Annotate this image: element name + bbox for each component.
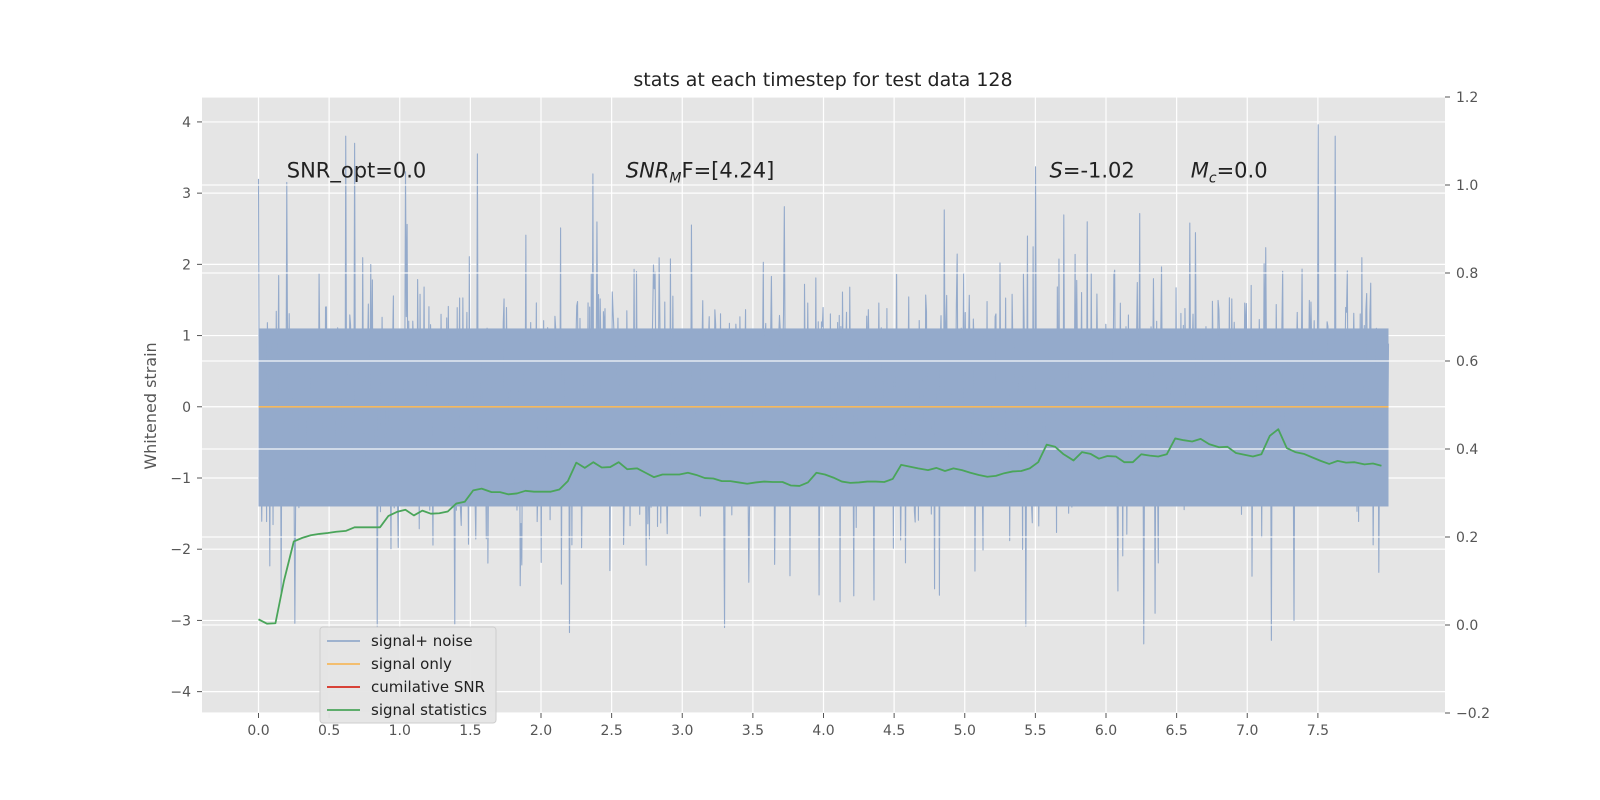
x-tick-label: 7.5 xyxy=(1307,723,1329,739)
x-tick-label: 5.0 xyxy=(954,723,976,739)
x-tick-label: 7.0 xyxy=(1236,723,1258,739)
x-tick-label: 4.5 xyxy=(883,723,905,739)
x-tick-label: 6.0 xyxy=(1095,723,1117,739)
y-tick-label: 0 xyxy=(182,400,191,416)
x-tick-label: 1.0 xyxy=(389,723,411,739)
y-tick-label: −3 xyxy=(170,613,191,629)
x-tick-label: 3.0 xyxy=(671,723,693,739)
y2-tick-label: 0.2 xyxy=(1456,530,1478,546)
y2-tick-label: 0.6 xyxy=(1456,354,1478,370)
legend: signal+ noise signal only cumilative SNR si… xyxy=(319,626,497,724)
y2-tick-label: 0.4 xyxy=(1456,442,1478,458)
y-tick-label: −2 xyxy=(170,542,191,558)
y-tick-label: 4 xyxy=(182,115,191,131)
legend-label-0: signal+ noise xyxy=(371,632,473,650)
y2-tick-label: −0.2 xyxy=(1456,706,1490,722)
y2-tick-label: 0.8 xyxy=(1456,266,1478,282)
series-line-signal-noise xyxy=(257,124,1390,645)
y2-tick-label: 0.0 xyxy=(1456,618,1478,634)
y-tick-label: 1 xyxy=(182,329,191,345)
x-tick-label: 4.0 xyxy=(812,723,834,739)
x-tick-label: 3.5 xyxy=(742,723,764,739)
legend-label-3: signal statistics xyxy=(371,701,487,719)
x-tick-label: 1.5 xyxy=(459,723,481,739)
annotation-mc: Mc=0.0 xyxy=(1191,158,1268,186)
annotation-s-stat: S=-1.02 xyxy=(1050,158,1135,182)
x-tick-label: 2.0 xyxy=(530,723,552,739)
y-axis-label: Whitened strain xyxy=(141,342,160,469)
y-tick-label: 3 xyxy=(182,186,191,202)
x-tick-label: 6.5 xyxy=(1165,723,1187,739)
y-tick-label: −4 xyxy=(170,685,191,701)
x-tick-label: 5.5 xyxy=(1024,723,1046,739)
legend-box xyxy=(319,626,497,724)
legend-label-1: signal only xyxy=(371,655,452,673)
annotation-snr-mf: SNRMF=[4.24] xyxy=(626,158,775,186)
legend-label-2: cumilative SNR xyxy=(371,678,485,696)
x-tick-label: 2.5 xyxy=(600,723,622,739)
y-tick-label: −1 xyxy=(170,471,191,487)
chart-title: stats at each timestep for test data 128 xyxy=(633,69,1012,91)
y2-tick-label: 1.2 xyxy=(1456,90,1478,106)
y2-tick-label: 1.0 xyxy=(1456,178,1478,194)
series-line-3 xyxy=(258,428,1382,625)
y-tick-label: 2 xyxy=(182,257,191,273)
x-tick-label: 0.0 xyxy=(247,723,269,739)
annotation-snr-opt: SNR_opt=0.0 xyxy=(287,158,427,183)
x-tick-label: 0.5 xyxy=(318,723,340,739)
